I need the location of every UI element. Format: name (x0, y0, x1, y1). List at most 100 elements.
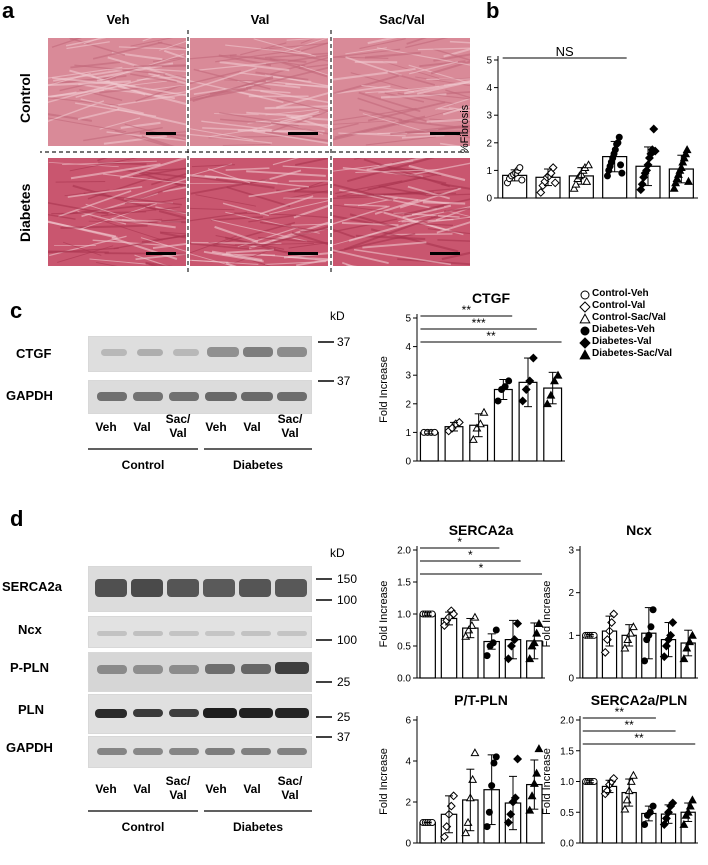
legend-item-control-sacval: Control-Sac/Val (592, 312, 666, 323)
data-point (489, 639, 497, 647)
significance-label: * (457, 535, 462, 549)
kd-mark-d-100b: 100 (337, 633, 358, 647)
blot-band (137, 349, 163, 356)
data-point (431, 428, 439, 436)
data-point (614, 139, 622, 147)
scale-bar (288, 132, 318, 135)
chart-title: SERCA2a (449, 522, 514, 538)
data-point (492, 753, 500, 761)
legend-item-control-val: Control-Val (592, 300, 646, 311)
data-point (668, 618, 678, 627)
kd-unit-c: kD (330, 309, 345, 323)
y-tick-label: 3 (568, 546, 574, 557)
blot-band (203, 579, 235, 597)
significance-label: *** (472, 316, 486, 330)
blot-band (169, 748, 199, 755)
histology-texture (48, 38, 186, 146)
data-point (669, 183, 679, 192)
blot-band (133, 748, 163, 755)
y-tick-label: 1.5 (397, 578, 411, 589)
histology-column-val: Val (250, 12, 270, 27)
data-point (682, 145, 692, 154)
histology-image-control-val (190, 38, 328, 146)
blot-label-gapdh-d: GAPDH (6, 740, 53, 755)
legend-item-diabetes-sacval: Diabetes-Sac/Val (592, 348, 673, 359)
data-point (503, 818, 513, 827)
blot-strip-pln (88, 694, 312, 734)
blot-label-ncx: Ncx (18, 622, 42, 637)
data-point (628, 622, 638, 631)
chart-title: SERCA2a/PLN (591, 692, 687, 708)
panel-label-d: d (10, 506, 24, 531)
data-point (490, 759, 498, 767)
legend-marker-1 (579, 301, 591, 313)
data-point (679, 654, 689, 663)
blot-band (241, 664, 271, 674)
blot-band (133, 709, 163, 717)
significance-label: ** (486, 329, 496, 343)
data-point (603, 172, 611, 180)
blot-band (239, 708, 273, 718)
blot-band (241, 392, 273, 401)
kd-unit-d: kD (330, 546, 345, 560)
histology-column-veh: Veh (106, 12, 130, 27)
blot-band (205, 664, 235, 674)
histology-grid-lines (40, 30, 470, 275)
histology-texture (48, 158, 186, 266)
blot-band (203, 708, 237, 718)
legend-marker-3 (580, 326, 590, 336)
y-axis-label: Fold Increase (378, 581, 390, 648)
blot-label-gapdh-c: GAPDH (6, 388, 53, 403)
blot-band (95, 709, 127, 718)
data-point (518, 396, 528, 406)
data-point (525, 805, 535, 814)
blot-band (101, 349, 127, 356)
legend-item-control-veh: Control-Veh (592, 288, 649, 299)
panel-label-b: b (486, 0, 500, 23)
y-axis-label: Fold Increase (541, 748, 553, 815)
chart-serca2a: SERCA2a Fold Increase 0.0 0.5 1.0 1.5 2.0 * * * (378, 522, 545, 685)
y-tick-label: 2 (405, 399, 411, 410)
data-point (641, 821, 649, 829)
blot-band (169, 392, 199, 401)
y-tick-label: 1.0 (560, 777, 574, 788)
data-point (647, 623, 655, 631)
blot-band (205, 392, 237, 401)
blot-band (207, 347, 239, 357)
data-point (467, 620, 477, 629)
blot-label-pln: PLN (18, 702, 44, 717)
blot-label-serca2a: SERCA2a (2, 579, 62, 594)
y-tick-label: 0 (568, 674, 574, 685)
data-point (528, 353, 538, 363)
lane-label-d-1: Veh (95, 782, 117, 796)
data-point (582, 176, 592, 185)
lane-label-d-5: Val (243, 782, 261, 796)
blot-band (173, 349, 199, 356)
histology-texture (190, 38, 328, 146)
panel-label-c: c (10, 298, 23, 323)
scale-bar (146, 252, 176, 255)
data-point (679, 153, 689, 162)
y-tick-label: 5 (486, 56, 492, 67)
data-point (620, 804, 630, 813)
kd-mark-c-1: 37 (337, 335, 351, 349)
y-tick-label: 0.5 (560, 808, 574, 819)
lane-label-c-2: Val (133, 420, 151, 434)
significance-label: ** (462, 303, 472, 317)
y-tick-label: 3 (486, 111, 492, 122)
data-point (503, 654, 513, 664)
blot-band (277, 347, 307, 357)
blot-band (239, 579, 271, 597)
legend-marker-5 (579, 349, 591, 360)
kd-mark-d-150: 150 (337, 572, 358, 586)
data-point (600, 647, 610, 657)
y-tick-label: 0.5 (397, 642, 411, 653)
lane-label-d-4: Veh (205, 782, 227, 796)
kd-mark-d-25b: 25 (337, 710, 351, 724)
legend-item-diabetes-veh: Diabetes-Veh (592, 324, 655, 335)
data-point (650, 146, 660, 156)
data-point (646, 808, 654, 816)
data-point (516, 164, 524, 172)
blot-band (277, 392, 307, 401)
